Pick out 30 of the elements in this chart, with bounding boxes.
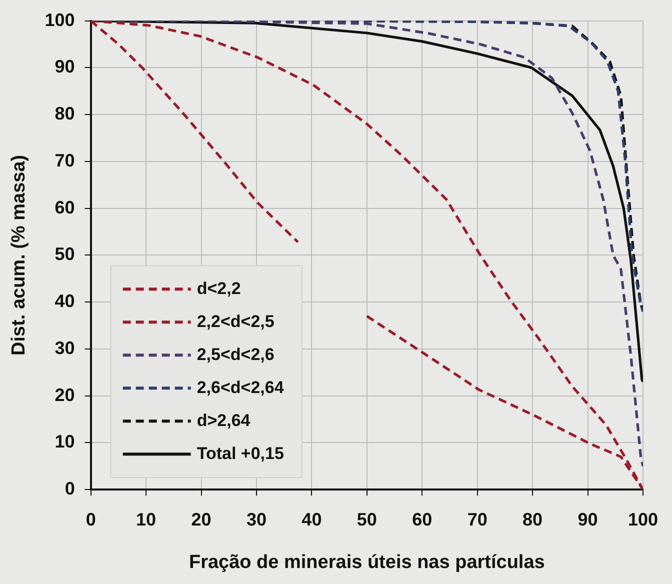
y-tick-label: 80 <box>54 104 75 124</box>
x-axis-title: Fração de minerais úteis nas partículas <box>188 552 545 573</box>
legend-label: 2,2<d<2,5 <box>196 312 274 331</box>
x-tick-label: 10 <box>136 509 156 530</box>
x-tick-label: 100 <box>628 509 658 530</box>
x-tick-label: 40 <box>302 509 322 530</box>
legend-label: 2,6<d<2,64 <box>196 378 284 397</box>
x-tick-label: 20 <box>191 509 212 530</box>
y-tick-label: 100 <box>44 10 75 30</box>
y-tick-label: 40 <box>54 291 75 312</box>
legend-label: Total +0,15 <box>196 444 284 463</box>
y-tick-label: 70 <box>54 150 75 170</box>
x-tick-label: 90 <box>578 509 598 530</box>
x-tick-label: 60 <box>412 509 432 530</box>
y-tick-label: 0 <box>64 478 75 499</box>
x-tick-label: 50 <box>356 509 377 530</box>
y-tick-label: 20 <box>54 384 75 405</box>
y-tick-label: 10 <box>54 432 75 452</box>
x-tick-label: 30 <box>246 509 266 530</box>
y-tick-label: 90 <box>54 56 75 77</box>
x-tick-label: 80 <box>522 509 543 530</box>
x-tick-label: 0 <box>86 509 96 530</box>
x-tick-label: 70 <box>467 509 488 530</box>
y-axis-title: Dist. acum. (% massa) <box>8 154 30 356</box>
legend-label: d>2,64 <box>196 410 251 430</box>
y-tick-label: 60 <box>54 197 75 218</box>
y-tick-label: 30 <box>54 338 75 358</box>
legend-label: 2,5<d<2,6 <box>196 344 274 364</box>
y-tick-label: 50 <box>54 244 75 264</box>
legend-label: d<2,2 <box>196 278 241 298</box>
